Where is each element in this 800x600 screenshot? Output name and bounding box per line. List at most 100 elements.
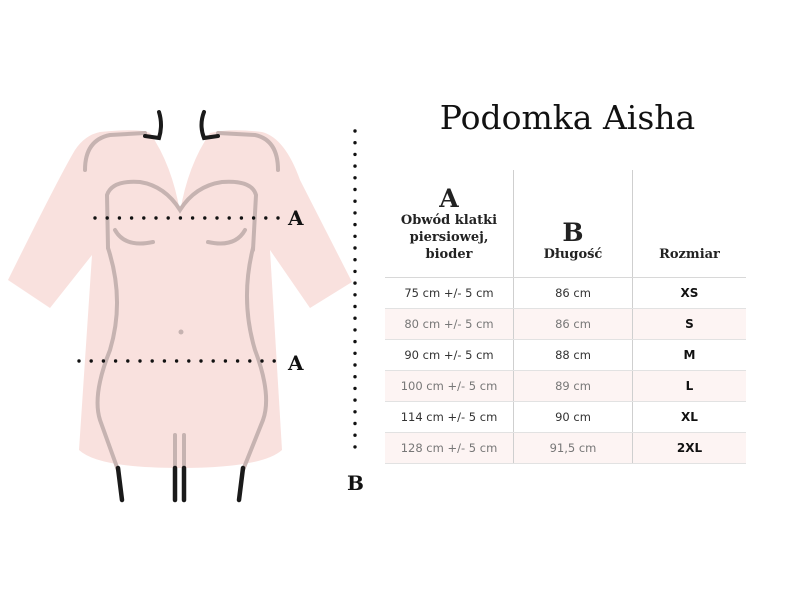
- dot: [353, 234, 357, 238]
- dot: [235, 359, 240, 363]
- dot: [353, 304, 357, 309]
- cell-length: 88 cm: [513, 339, 633, 371]
- cell-size: M: [632, 339, 746, 371]
- dot: [227, 216, 231, 220]
- legs: [115, 465, 246, 503]
- navel: [178, 329, 184, 335]
- dot: [353, 351, 357, 355]
- dot: [353, 445, 357, 449]
- cell-circumference: 80 cm +/- 5 cm: [385, 308, 514, 340]
- dot: [77, 359, 81, 363]
- dot: [353, 339, 357, 344]
- measure-line-a-hips: [77, 359, 276, 363]
- dot: [93, 216, 97, 220]
- dot: [353, 164, 357, 168]
- cell-length: 91,5 cm: [513, 432, 633, 464]
- label-b-length: B: [347, 471, 364, 495]
- cell-length: 89 cm: [513, 370, 633, 402]
- dot: [260, 359, 264, 363]
- robe-shape: [8, 130, 352, 468]
- dot: [353, 258, 357, 262]
- dot: [353, 386, 357, 391]
- dot: [353, 187, 357, 192]
- neck: [143, 110, 220, 141]
- dot: [353, 375, 357, 379]
- dot: [353, 141, 357, 145]
- header-a: A Obwód klatki piersiowej, bioder: [385, 170, 514, 278]
- robe-illustration: [8, 110, 357, 503]
- dot: [150, 359, 154, 363]
- dot: [251, 216, 256, 220]
- cell-length: 90 cm: [513, 401, 633, 433]
- dot: [154, 216, 158, 220]
- dot: [162, 359, 167, 363]
- dot: [215, 216, 219, 220]
- dot: [101, 359, 106, 363]
- cell-circumference: 114 cm +/- 5 cm: [385, 401, 514, 433]
- cell-circumference: 90 cm +/- 5 cm: [385, 339, 514, 371]
- dot: [105, 216, 109, 220]
- dot: [353, 410, 357, 414]
- cell-size: XL: [632, 401, 746, 433]
- dot: [190, 216, 195, 220]
- dot: [264, 216, 268, 220]
- label-a-hips: A: [288, 351, 304, 375]
- dot: [353, 269, 357, 274]
- cell-size: 2XL: [632, 432, 746, 464]
- header-b: B Długość: [513, 170, 633, 278]
- dot: [353, 246, 357, 250]
- dot: [89, 359, 93, 363]
- dot: [353, 316, 357, 320]
- dot: [223, 359, 228, 363]
- dot: [353, 293, 357, 297]
- table-row: 114 cm +/- 5 cm 90 cm XL: [385, 401, 746, 433]
- dot: [174, 359, 179, 363]
- dot: [199, 359, 203, 363]
- table-row: 75 cm +/- 5 cm 86 cm XS: [385, 277, 746, 309]
- cell-size: L: [632, 370, 746, 402]
- dot: [117, 216, 122, 220]
- cell-length: 86 cm: [513, 277, 633, 309]
- cell-length: 86 cm: [513, 308, 633, 340]
- cell-circumference: 100 cm +/- 5 cm: [385, 370, 514, 402]
- dot: [353, 129, 357, 133]
- header-size: Rozmiar: [632, 170, 746, 278]
- dot: [353, 199, 357, 203]
- dot: [353, 433, 357, 437]
- measure-line-b-length: [353, 129, 357, 449]
- table-row: 100 cm +/- 5 cm 89 cm L: [385, 370, 746, 402]
- dot: [353, 363, 357, 367]
- body-outline: [83, 131, 280, 472]
- dot: [353, 152, 357, 157]
- dot: [203, 216, 207, 220]
- dot: [272, 359, 276, 363]
- dot: [211, 359, 215, 363]
- dot: [353, 281, 357, 285]
- dot: [113, 359, 118, 363]
- dot: [248, 359, 252, 363]
- dot: [276, 216, 280, 220]
- size-table: A Obwód klatki piersiowej, bioder B Długoś…: [385, 170, 746, 464]
- dot: [129, 216, 134, 220]
- cell-size: S: [632, 308, 746, 340]
- cell-size: XS: [632, 277, 746, 309]
- dot: [353, 222, 357, 227]
- table-row: 90 cm +/- 5 cm 88 cm M: [385, 339, 746, 371]
- dot: [239, 216, 244, 220]
- dot: [353, 211, 357, 215]
- label-a-bust: A: [288, 206, 304, 230]
- table-row: 128 cm +/- 5 cm 91,5 cm 2XL: [385, 432, 746, 464]
- dot: [166, 216, 170, 220]
- dot: [178, 216, 183, 220]
- cell-circumference: 75 cm +/- 5 cm: [385, 277, 514, 309]
- cell-circumference: 128 cm +/- 5 cm: [385, 432, 514, 464]
- dot: [138, 359, 142, 363]
- dot: [353, 328, 357, 332]
- dot: [353, 176, 357, 180]
- table-header-row: A Obwód klatki piersiowej, bioder B Długoś…: [385, 170, 746, 278]
- page-title: Podomka Aisha: [439, 98, 696, 137]
- measure-line-a-bust: [93, 216, 280, 220]
- dot: [126, 359, 130, 363]
- table-row: 80 cm +/- 5 cm 86 cm S: [385, 308, 746, 340]
- dot: [353, 421, 357, 426]
